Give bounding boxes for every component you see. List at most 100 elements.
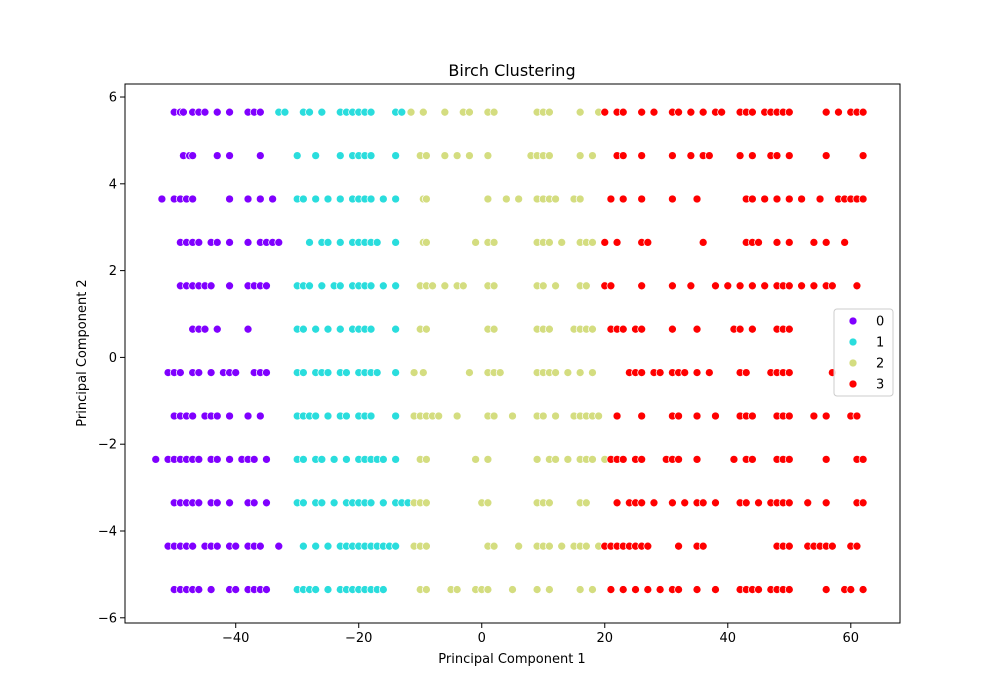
scatter-point-cluster-0 <box>225 194 234 204</box>
y-tick-label: 6 <box>109 91 117 106</box>
scatter-point-cluster-3 <box>649 498 659 508</box>
scatter-point-cluster-2 <box>422 238 431 247</box>
scatter-point-cluster-3 <box>815 194 825 204</box>
scatter-point-cluster-2 <box>489 541 499 551</box>
scatter-point-cluster-3 <box>784 151 794 160</box>
scatter-point-cluster-0 <box>206 585 216 594</box>
scatter-point-cluster-3 <box>674 107 683 117</box>
scatter-point-cluster-0 <box>176 368 185 377</box>
x-tick-label: 20 <box>596 631 613 646</box>
scatter-point-cluster-0 <box>179 107 188 117</box>
scatter-point-cluster-3 <box>797 281 806 291</box>
scatter-point-cluster-1 <box>391 151 400 160</box>
scatter-point-cluster-2 <box>532 585 542 594</box>
scatter-point-cluster-0 <box>225 281 234 291</box>
scatter-point-cluster-1 <box>342 455 351 464</box>
scatter-point-cluster-3 <box>612 238 622 247</box>
scatter-point-cluster-1 <box>323 411 333 421</box>
y-axis-label: Principal Component 2 <box>75 279 90 426</box>
scatter-point-cluster-3 <box>606 194 616 204</box>
scatter-point-cluster-3 <box>692 411 702 421</box>
scatter-point-cluster-1 <box>335 324 345 334</box>
scatter-point-cluster-2 <box>422 541 431 551</box>
scatter-point-cluster-1 <box>323 585 333 594</box>
scatter-point-cluster-1 <box>299 455 308 464</box>
scatter-point-cluster-2 <box>545 585 554 594</box>
scatter-point-cluster-0 <box>212 411 222 421</box>
scatter-point-cluster-2 <box>483 194 493 204</box>
scatter-point-cluster-2 <box>514 194 524 204</box>
scatter-point-cluster-3 <box>809 238 819 247</box>
scatter-point-cluster-2 <box>538 281 548 291</box>
scatter-point-cluster-3 <box>686 107 696 117</box>
scatter-point-cluster-3 <box>668 498 677 508</box>
scatter-point-cluster-1 <box>342 368 351 377</box>
scatter-point-cluster-1 <box>391 455 400 464</box>
scatter-point-cluster-2 <box>452 151 462 160</box>
scatter-point-cluster-1 <box>299 194 308 204</box>
scatter-point-cluster-3 <box>618 455 628 464</box>
scatter-point-cluster-0 <box>255 151 265 160</box>
scatter-point-cluster-2 <box>557 541 567 551</box>
scatter-point-cluster-3 <box>797 194 806 204</box>
scatter-point-cluster-2 <box>428 281 437 291</box>
scatter-point-cluster-3 <box>741 498 751 508</box>
scatter-point-cluster-3 <box>668 324 677 334</box>
scatter-point-cluster-0 <box>255 107 265 117</box>
scatter-point-cluster-1 <box>317 498 327 508</box>
scatter-point-cluster-2 <box>563 455 573 464</box>
x-tick-label: 40 <box>720 631 737 646</box>
scatter-point-cluster-2 <box>588 324 597 334</box>
scatter-point-cluster-0 <box>274 541 284 551</box>
scatter-point-cluster-3 <box>711 281 720 291</box>
scatter-point-cluster-2 <box>581 281 591 291</box>
scatter-point-cluster-3 <box>748 281 757 291</box>
scatter-point-cluster-0 <box>274 238 284 247</box>
scatter-point-cluster-2 <box>575 585 585 594</box>
scatter-point-cluster-2 <box>418 368 428 377</box>
scatter-point-cluster-3 <box>784 324 794 334</box>
scatter-point-cluster-2 <box>489 107 499 117</box>
scatter-point-cluster-3 <box>827 281 837 291</box>
scatter-point-cluster-3 <box>784 585 794 594</box>
scatter-point-cluster-1 <box>372 238 382 247</box>
scatter-point-cluster-0 <box>225 238 234 247</box>
scatter-point-cluster-0 <box>262 368 271 377</box>
scatter-point-cluster-3 <box>858 585 868 594</box>
scatter-point-cluster-2 <box>538 411 548 421</box>
legend: 0 1 2 3 <box>833 308 894 397</box>
scatter-point-cluster-1 <box>391 281 400 291</box>
scatter-point-cluster-2 <box>551 411 560 421</box>
x-axis-label: Principal Component 1 <box>438 652 585 667</box>
scatter-point-cluster-2 <box>489 238 499 247</box>
scatter-point-cluster-3 <box>680 498 690 508</box>
x-axis: −40 −20 0 20 40 60 <box>222 623 859 646</box>
scatter-point-cluster-0 <box>243 324 253 334</box>
scatter-point-cluster-3 <box>735 151 745 160</box>
scatter-point-cluster-2 <box>545 238 554 247</box>
scatter-point-cluster-1 <box>372 368 382 377</box>
scatter-point-cluster-3 <box>760 281 770 291</box>
scatter-point-cluster-1 <box>335 281 345 291</box>
scatter-point-cluster-1 <box>323 238 333 247</box>
scatter-point-cluster-3 <box>704 151 714 160</box>
scatter-point-cluster-2 <box>563 368 573 377</box>
scatter-point-cluster-1 <box>305 107 314 117</box>
y-tick-label: −2 <box>98 438 117 453</box>
y-tick-label: 0 <box>109 351 117 366</box>
scatter-point-cluster-3 <box>803 498 813 508</box>
scatter-point-cluster-3 <box>637 151 647 160</box>
scatter-point-cluster-3 <box>692 324 702 334</box>
scatter-point-cluster-3 <box>846 585 856 594</box>
scatter-point-cluster-1 <box>329 455 339 464</box>
scatter-point-cluster-2 <box>581 498 591 508</box>
scatter-point-cluster-3 <box>834 107 843 117</box>
scatter-point-cluster-0 <box>255 194 265 204</box>
scatter-point-cluster-0 <box>212 107 222 117</box>
scatter-point-cluster-3 <box>784 194 794 204</box>
scatter-point-cluster-3 <box>858 194 868 204</box>
scatter-point-cluster-3 <box>852 411 862 421</box>
scatter-point-cluster-2 <box>495 368 505 377</box>
points-layer <box>151 107 868 594</box>
scatter-point-cluster-3 <box>748 151 757 160</box>
